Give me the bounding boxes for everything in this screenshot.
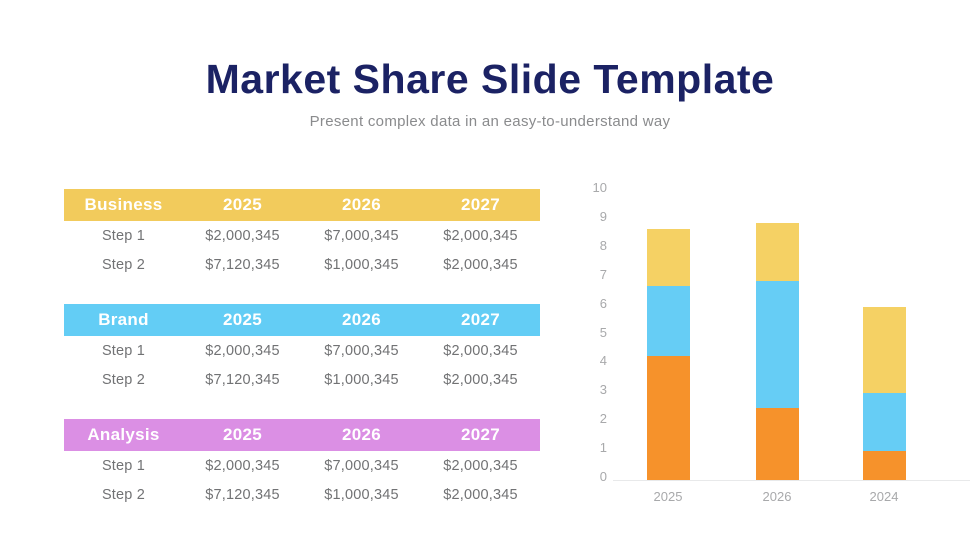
y-axis-label: 2 [599,411,607,427]
cell-value: $7,000,345 [324,457,399,474]
column-header-2027: 2027 [460,425,501,444]
bar-segment-blue [862,393,906,452]
bar-segment-orange [755,407,799,480]
table-row: Step 2 $7,120,345 $1,000,345 $2,000,345 [64,365,540,394]
bar-segment-yellow [646,228,690,287]
table-header-row: Business 2025 2026 2027 [64,189,540,221]
row-label: Step 1 [101,342,146,359]
y-axis-label: 9 [599,208,607,224]
y-axis-label: 10 [592,180,607,195]
y-axis-label: 3 [599,382,607,398]
column-header-2025: 2025 [222,195,263,214]
table-row: Step 1 $2,000,345 $7,000,345 $2,000,345 [64,221,540,250]
column-header-2026: 2026 [341,310,382,329]
table-row: Step 2 $7,120,345 $1,000,345 $2,000,345 [64,480,540,509]
x-axis-label: 2026 [762,489,792,504]
stacked-bar-2024 [862,306,906,480]
table-title: Analysis [87,425,160,444]
table-brand: Brand 2025 2026 2027 Step 1 $2,000,345 $7,000,… [64,304,540,394]
bar-segment-yellow [755,222,799,281]
cell-value: $2,000,345 [443,342,518,359]
slide-title: Market Share Slide Template [205,56,775,102]
cell-value: $2,000,345 [443,486,518,503]
row-label: Step 2 [101,371,146,388]
row-label: Step 1 [101,457,146,474]
x-axis-label: 2024 [869,489,899,504]
table-title: Brand [98,310,149,329]
cell-value: $2,000,345 [443,256,518,273]
y-axis-label: 5 [599,324,607,340]
cell-value: $2,000,345 [443,227,518,244]
bar-segment-blue [755,280,799,408]
y-axis-label: 6 [599,295,607,311]
table-title: Business [84,195,163,214]
market-share-chart: 0 1 2 3 4 5 6 7 8 9 10 2025 2026 2024 [585,178,980,523]
table-row: Step 1 $2,000,345 $7,000,345 $2,000,345 [64,336,540,365]
bar-segment-orange [862,451,906,480]
cell-value: $7,120,345 [205,486,280,503]
row-label: Step 2 [101,486,146,503]
column-header-2026: 2026 [341,195,382,214]
cell-value: $7,000,345 [324,342,399,359]
bar-segment-yellow [862,306,906,394]
table-header-row: Brand 2025 2026 2027 [64,304,540,336]
x-axis-line [613,480,970,481]
row-label: Step 1 [101,227,146,244]
cell-value: $2,000,345 [443,371,518,388]
y-axis-label: 1 [599,440,607,456]
row-label: Step 2 [101,256,146,273]
table-row: Step 2 $7,120,345 $1,000,345 $2,000,345 [64,250,540,279]
cell-value: $7,000,345 [324,227,399,244]
y-axis-label: 4 [599,353,607,369]
y-axis-label: 8 [599,237,607,253]
slide-subtitle: Present complex data in an easy-to-under… [309,113,671,130]
bar-segment-blue [646,286,690,356]
x-axis-label: 2025 [653,489,683,504]
table-analysis: Analysis 2025 2026 2027 Step 1 $2,000,345 $7,0… [64,419,540,509]
cell-value: $2,000,345 [205,227,280,244]
table-business: Business 2025 2026 2027 Step 1 $2,000,345 $7,0… [64,189,540,279]
cell-value: $1,000,345 [324,256,399,273]
table-row: Step 1 $2,000,345 $7,000,345 $2,000,345 [64,451,540,480]
y-axis-label: 0 [599,469,607,484]
cell-value: $2,000,345 [205,457,280,474]
cell-value: $1,000,345 [324,486,399,503]
column-header-2025: 2025 [222,425,263,444]
column-header-2027: 2027 [460,310,501,329]
cell-value: $1,000,345 [324,371,399,388]
bar-segment-orange [646,355,690,480]
cell-value: $7,120,345 [205,371,280,388]
cell-value: $7,120,345 [205,256,280,273]
stacked-bar-2025 [646,228,690,480]
table-header-row: Analysis 2025 2026 2027 [64,419,540,451]
column-header-2027: 2027 [460,195,501,214]
column-header-2026: 2026 [341,425,382,444]
column-header-2025: 2025 [222,310,263,329]
y-axis-label: 7 [599,266,607,282]
cell-value: $2,000,345 [205,342,280,359]
stacked-bar-2026 [755,222,799,480]
cell-value: $2,000,345 [443,457,518,474]
